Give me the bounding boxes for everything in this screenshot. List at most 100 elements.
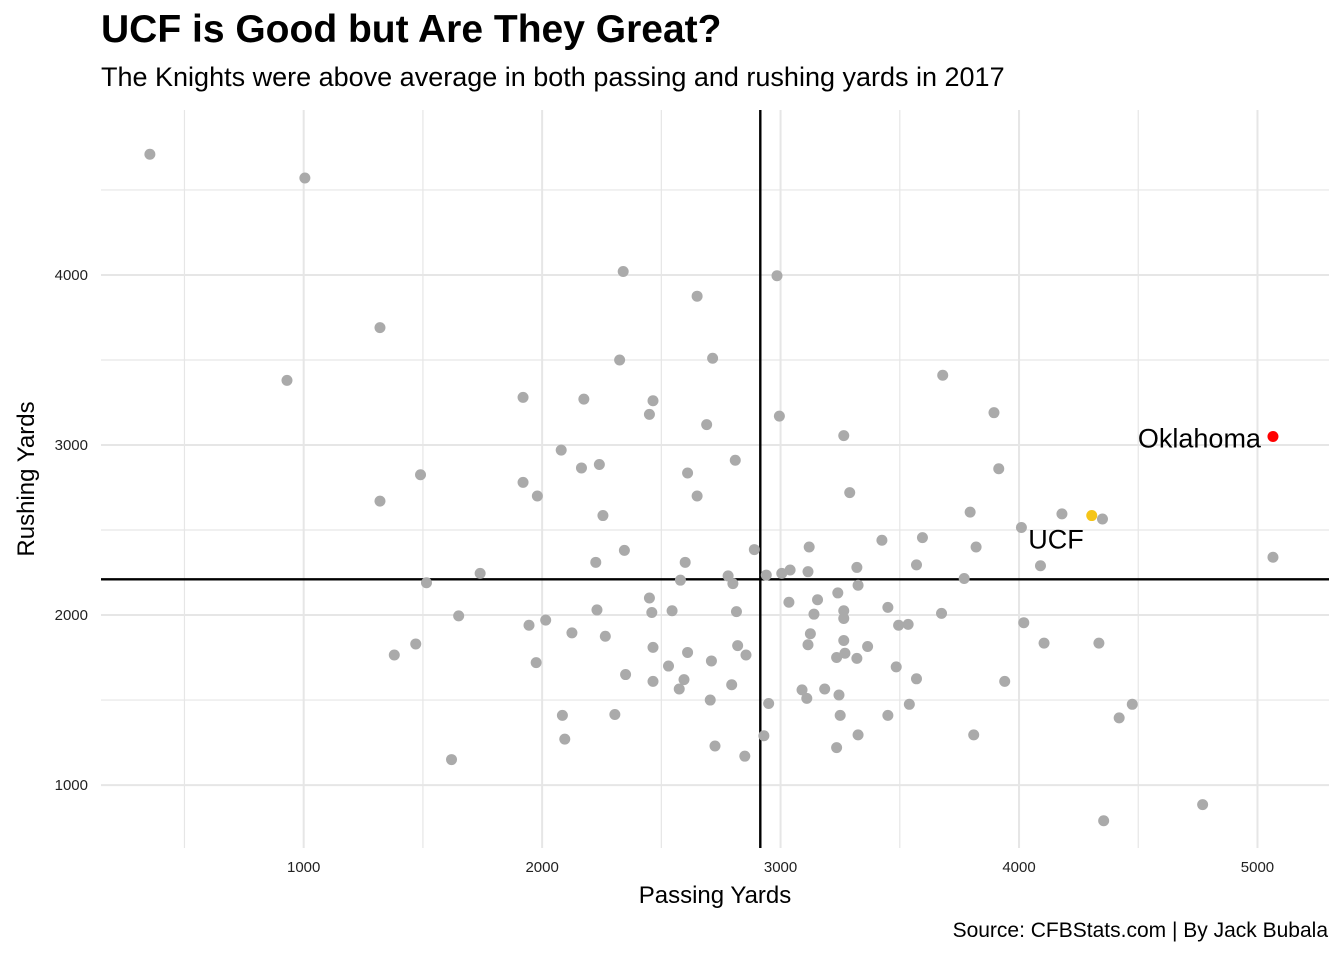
data-point [410,638,422,650]
data-point [531,490,543,502]
data-point [763,697,775,709]
data-point [838,430,850,442]
data-point [415,469,427,481]
data-point [988,407,1000,419]
data-point [819,683,831,695]
data-point [802,639,814,651]
data-point [614,354,626,366]
data-point [1113,712,1125,724]
data-point [678,674,690,686]
data-point [646,606,658,618]
data-point [701,419,713,431]
data-point [916,532,928,544]
data-point [705,655,717,667]
data-point [812,594,824,606]
data-point [647,675,659,687]
data-point [838,635,850,647]
point-labels: UCF Oklahoma [1028,423,1262,554]
data-point [1098,815,1110,827]
highlight-point-ucf [1086,510,1098,522]
x-tick-label: 2000 [525,859,558,876]
data-point [299,172,311,184]
data-point [691,490,703,502]
data-point [374,495,386,507]
data-point [727,578,739,590]
chart-caption: Source: CFBStats.com | By Jack Bubala [952,919,1328,942]
data-point [643,592,655,604]
x-tick-label: 4000 [1002,859,1035,876]
data-point [833,689,845,701]
data-point [834,709,846,721]
ucf-label: UCF [1028,525,1084,555]
data-point [852,729,864,741]
data-point [999,675,1011,687]
y-tick-label: 1000 [55,777,88,794]
data-point [729,454,741,466]
data-point [1096,513,1108,525]
data-point [851,652,863,664]
data-point [831,742,843,754]
data-point [910,559,922,571]
data-point [578,393,590,405]
data-point [647,641,659,653]
y-tick-label: 4000 [55,267,88,284]
data-point [618,544,630,556]
data-point [838,605,850,617]
data-point [559,733,571,745]
data-point [882,601,894,613]
data-point [420,577,432,589]
data-point [617,266,629,278]
data-point [682,467,694,479]
data-point [803,541,815,553]
data-point [832,587,844,599]
data-point [776,567,788,579]
data-point [802,566,814,578]
data-point [968,729,980,741]
data-point [281,374,293,386]
data-point [673,683,685,695]
data-points [144,148,1279,827]
tick-labels: 1000 2000 3000 4000 5000 1000 2000 3000 4000 [55,267,1275,876]
data-point [647,395,659,407]
data-point [893,619,905,631]
data-point [597,510,609,522]
y-tick-label: 3000 [55,437,88,454]
data-point [674,574,686,586]
data-point [831,652,843,664]
data-point [663,660,675,672]
data-point [876,534,888,546]
x-tick-label: 5000 [1241,859,1274,876]
data-point [556,709,568,721]
x-axis-label: Passing Yards [639,882,792,909]
data-point [679,556,691,568]
data-point [740,649,752,661]
data-point [936,607,948,619]
data-point [1197,799,1209,811]
data-point [783,596,795,608]
data-point [758,730,770,742]
y-axis-label: Rushing Yards [13,401,40,556]
data-point [937,369,949,381]
chart-title: UCF is Good but Are They Great? [101,8,722,51]
data-point [575,462,587,474]
data-point [970,541,982,553]
data-point [796,684,808,696]
data-point [748,544,760,556]
data-point [1018,617,1030,629]
data-point [784,564,796,576]
data-point [801,692,813,704]
data-point [760,569,772,581]
y-tick-label: 2000 [55,607,88,624]
data-point [851,561,863,573]
data-point [839,647,851,659]
data-point [1056,508,1068,520]
data-point [666,605,678,617]
data-point [1015,521,1027,533]
data-point [890,661,902,673]
data-point [726,679,738,691]
mean-lines [101,110,1329,848]
data-point [1126,698,1138,710]
data-point [808,608,820,620]
data-point [1093,637,1105,649]
data-point [599,630,611,642]
